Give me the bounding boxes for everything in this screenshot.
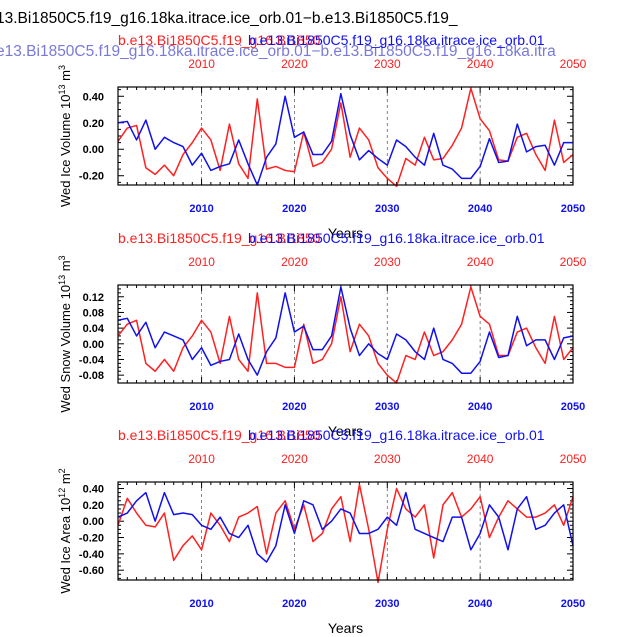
y-tick-label: 0.20	[83, 118, 104, 130]
top-tick-label: 2010	[188, 57, 215, 71]
y-tick-label: -0.20	[79, 171, 104, 183]
plot-frame	[117, 86, 574, 186]
panels-group: b.e13.Bi1850C5.f19_g16.Bi1850b.e13.Bi185…	[57, 32, 587, 636]
y-tick-label: 0.00	[83, 144, 104, 156]
plot-frame	[117, 284, 574, 384]
y-axis-label-part: 12	[57, 488, 67, 498]
y-axis-label-part: 2	[57, 468, 67, 473]
y-tick-label: 0.00	[83, 339, 104, 351]
y-axis-label-part: Wed Snow Volume 10	[58, 285, 73, 413]
y-axis-label-part: m	[58, 260, 73, 274]
top-tick-label: 2040	[467, 452, 494, 466]
bottom-tick-label: 2050	[561, 401, 585, 413]
bottom-tick-label: 2010	[189, 598, 213, 610]
y-axis-label-part: m	[58, 473, 73, 487]
header-line-2: e13.Bi1850C5.f19_g16.18ka.itrace.ice_orb…	[0, 43, 556, 60]
bottom-tick-label: 2040	[468, 203, 492, 215]
top-tick-label: 2040	[467, 255, 494, 269]
top-tick-label: 2030	[374, 57, 401, 71]
series-line-blue	[117, 491, 574, 563]
y-axis-label-part: Wed Ice Volume 10	[58, 94, 73, 207]
y-axis-label: Wed Ice Area 1012 m2	[57, 468, 73, 593]
chart-title-blue: b.e13.Bi1850C5.f19_g16.18ka.itrace.ice_o…	[248, 32, 545, 48]
y-tick-label: -0.60	[79, 565, 104, 577]
bottom-tick-label: 2020	[282, 203, 306, 215]
y-tick-label: 0.20	[83, 500, 104, 512]
series-line-blue	[117, 92, 573, 186]
y-tick-label: 0.12	[83, 292, 104, 304]
plot-frame	[117, 481, 574, 581]
top-tick-label: 2030	[374, 452, 401, 466]
chart-panel-2: b.e13.Bi1850C5.f19_g16.Bi1850b.e13.Bi185…	[57, 230, 587, 439]
y-tick-label: 0.40	[83, 484, 104, 496]
bottom-tick-label: 2030	[375, 203, 399, 215]
top-tick-label: 2010	[188, 452, 215, 466]
x-axis-label: Years	[328, 225, 363, 241]
y-axis-label-part: 3	[57, 65, 67, 70]
chart-title-red: b.e13.Bi1850C5.f19_g16.Bi1850	[118, 427, 321, 443]
bottom-tick-label: 2030	[375, 401, 399, 413]
chart-title-red: b.e13.Bi1850C5.f19_g16.Bi1850	[118, 230, 321, 246]
y-tick-label: -0.20	[79, 533, 104, 545]
top-tick-label: 2040	[467, 57, 494, 71]
y-axis-label-part: m	[58, 70, 73, 84]
y-axis-label-part: 3	[57, 255, 67, 260]
top-tick-label: 2010	[188, 255, 215, 269]
x-axis-label: Years	[328, 423, 363, 439]
top-tick-label: 2030	[374, 255, 401, 269]
bottom-tick-label: 2050	[561, 598, 585, 610]
y-tick-label: 0.04	[83, 323, 105, 335]
bottom-tick-label: 2020	[282, 598, 306, 610]
chart-title-red: b.e13.Bi1850C5.f19_g16.Bi1850	[118, 32, 321, 48]
y-tick-label: 0.08	[83, 307, 104, 319]
bottom-tick-label: 2040	[468, 598, 492, 610]
y-tick-label: 0.00	[83, 516, 104, 528]
series-line-red	[117, 286, 574, 384]
y-tick-label: -0.08	[79, 370, 104, 382]
y-axis-label: Wed Ice Volume 1013 m3	[57, 65, 73, 207]
x-axis-label: Years	[328, 620, 363, 636]
series-line-blue	[117, 286, 574, 376]
bottom-tick-label: 2030	[375, 598, 399, 610]
bottom-tick-label: 2010	[189, 203, 213, 215]
top-tick-label: 2020	[281, 452, 308, 466]
bottom-tick-label: 2010	[189, 401, 213, 413]
top-tick-label: 2050	[560, 255, 587, 269]
y-axis-label-part: 13	[57, 84, 67, 94]
bottom-tick-label: 2050	[561, 203, 585, 215]
chart-title-blue: b.e13.Bi1850C5.f19_g16.18ka.itrace.ice_o…	[248, 230, 545, 246]
top-tick-label: 2050	[560, 57, 587, 71]
y-axis-label-part: 13	[57, 275, 67, 285]
top-tick-label: 2050	[560, 452, 587, 466]
top-tick-label: 2020	[281, 255, 308, 269]
y-tick-label: -0.40	[79, 549, 104, 561]
series-line-red	[117, 483, 574, 584]
y-tick-label: 0.40	[83, 91, 104, 103]
y-axis-label: Wed Snow Volume 1013 m3	[57, 255, 73, 412]
series-line-red	[117, 87, 574, 188]
chart-panel-3: b.e13.Bi1850C5.f19_g16.Bi1850b.e13.Bi185…	[57, 427, 587, 636]
chart-title-blue: b.e13.Bi1850C5.f19_g16.18ka.itrace.ice_o…	[248, 427, 545, 443]
bottom-tick-label: 2020	[282, 401, 306, 413]
top-tick-label: 2020	[281, 57, 308, 71]
header-line-1: 13.Bi1850C5.f19_g16.18ka.itrace.ice_orb.…	[0, 10, 458, 27]
bottom-tick-label: 2040	[468, 401, 492, 413]
y-tick-label: -0.04	[79, 354, 105, 366]
y-axis-label-part: Wed Ice Area 10	[58, 498, 73, 594]
chart-panel-1: b.e13.Bi1850C5.f19_g16.Bi1850b.e13.Bi185…	[57, 32, 587, 241]
